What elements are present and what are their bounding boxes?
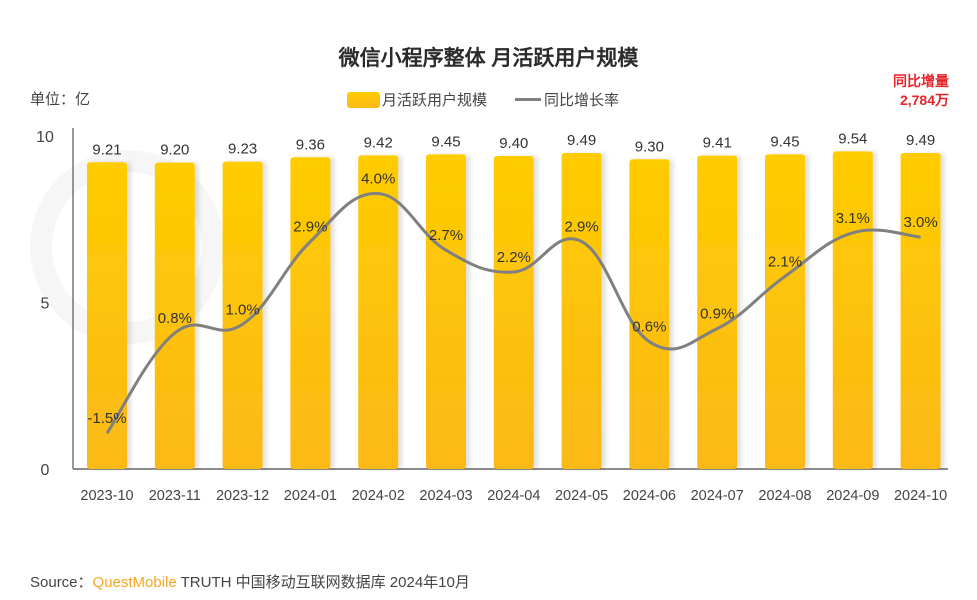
- bar: [358, 155, 399, 469]
- x-tick-label: 2024-09: [826, 488, 879, 504]
- x-tick-label: 2024-06: [623, 488, 676, 504]
- y-tick-label: 0: [41, 462, 50, 479]
- bar-value-label: 9.21: [92, 141, 121, 158]
- growth-rate-label: 2.1%: [768, 253, 802, 270]
- yoy-annotation-label: 同比增量: [893, 73, 949, 89]
- growth-rate-label: 2.9%: [293, 219, 327, 236]
- growth-rate-label: 1.0%: [225, 301, 259, 318]
- source-brand: QuestMobile: [92, 574, 177, 591]
- growth-rate-label: 4.0%: [361, 171, 395, 188]
- bar-value-label: 9.54: [838, 130, 867, 147]
- bar: [561, 152, 602, 469]
- growth-rate-label: -1.5%: [87, 410, 126, 427]
- legend-bar-label: 月活跃用户规模: [382, 92, 488, 109]
- bar: [290, 157, 331, 469]
- bar-value-label: 9.40: [499, 135, 528, 152]
- legend-line-swatch: [515, 98, 542, 101]
- chart-plot: 9.21 9.20 9.23 9.36 9.42 9.45 9.40 9.49 9.30 9.41…: [36, 128, 948, 504]
- chart-title: 微信小程序整体 月活跃用户规模: [338, 47, 639, 70]
- bar: [900, 152, 941, 469]
- x-tick-label: 2023-11: [149, 488, 201, 504]
- bar: [765, 154, 805, 469]
- bar-value-label: 9.30: [635, 138, 664, 155]
- x-tick-label: 2024-01: [284, 488, 337, 504]
- growth-rate-label: 2.2%: [497, 249, 531, 266]
- bar-value-label: 9.45: [770, 133, 799, 150]
- bar: [87, 162, 127, 469]
- growth-rate-label: 2.9%: [564, 219, 598, 236]
- growth-rate-label: 3.1%: [836, 210, 870, 227]
- source-prefix: Source：: [30, 574, 93, 591]
- growth-rate-label: 0.6%: [632, 319, 666, 336]
- x-tick-label: 2024-07: [691, 488, 744, 504]
- x-tick-label: 2024-02: [352, 488, 405, 504]
- bar-value-label: 9.49: [906, 132, 935, 149]
- y-tick-label: 5: [41, 296, 50, 313]
- legend-line-label: 同比增长率: [544, 92, 620, 109]
- x-tick-label: 2024-10: [894, 488, 947, 504]
- legend: 月活跃用户规模 同比增长率: [347, 89, 619, 110]
- growth-rate-label: 0.8%: [158, 310, 192, 327]
- bar-value-label: 9.42: [364, 134, 393, 151]
- unit-label: 单位：亿: [30, 91, 91, 108]
- yoy-annotation: 同比增量 2,784万: [893, 72, 949, 110]
- y-tick-label: 10: [36, 129, 54, 146]
- bar-value-label: 9.45: [431, 133, 460, 150]
- bar: [697, 155, 738, 469]
- bar: [832, 151, 873, 469]
- legend-bar-swatch: [347, 91, 380, 108]
- source-note: Source：QuestMobile TRUTH 中国移动互联网数据库 2024…: [30, 571, 470, 592]
- yoy-growth-line: [105, 192, 921, 435]
- yoy-annotation-value: 2,784万: [899, 92, 949, 108]
- bar: [154, 162, 195, 469]
- bar-value-label: 9.36: [296, 136, 325, 153]
- bar-value-label: 9.49: [567, 132, 596, 149]
- x-tick-label: 2023-10: [80, 488, 133, 504]
- bar-value-label: 9.20: [160, 142, 189, 159]
- x-tick-label: 2024-04: [487, 488, 540, 504]
- x-tick-label: 2023-12: [216, 488, 269, 504]
- x-tick-label: 2024-08: [758, 488, 811, 504]
- bar: [493, 155, 534, 470]
- bar: [222, 161, 263, 470]
- source-rest: TRUTH 中国移动互联网数据库 2024年10月: [176, 574, 470, 591]
- bar: [426, 154, 466, 469]
- growth-rate-label: 3.0%: [903, 214, 937, 231]
- growth-rate-label: 2.7%: [429, 227, 463, 244]
- x-tick-label: 2024-05: [555, 488, 608, 504]
- bar: [629, 159, 670, 469]
- bar-value-label: 9.23: [228, 141, 257, 158]
- bar-value-label: 9.41: [703, 135, 732, 152]
- growth-rate-label: 0.9%: [700, 306, 734, 323]
- x-tick-label: 2024-03: [419, 488, 472, 504]
